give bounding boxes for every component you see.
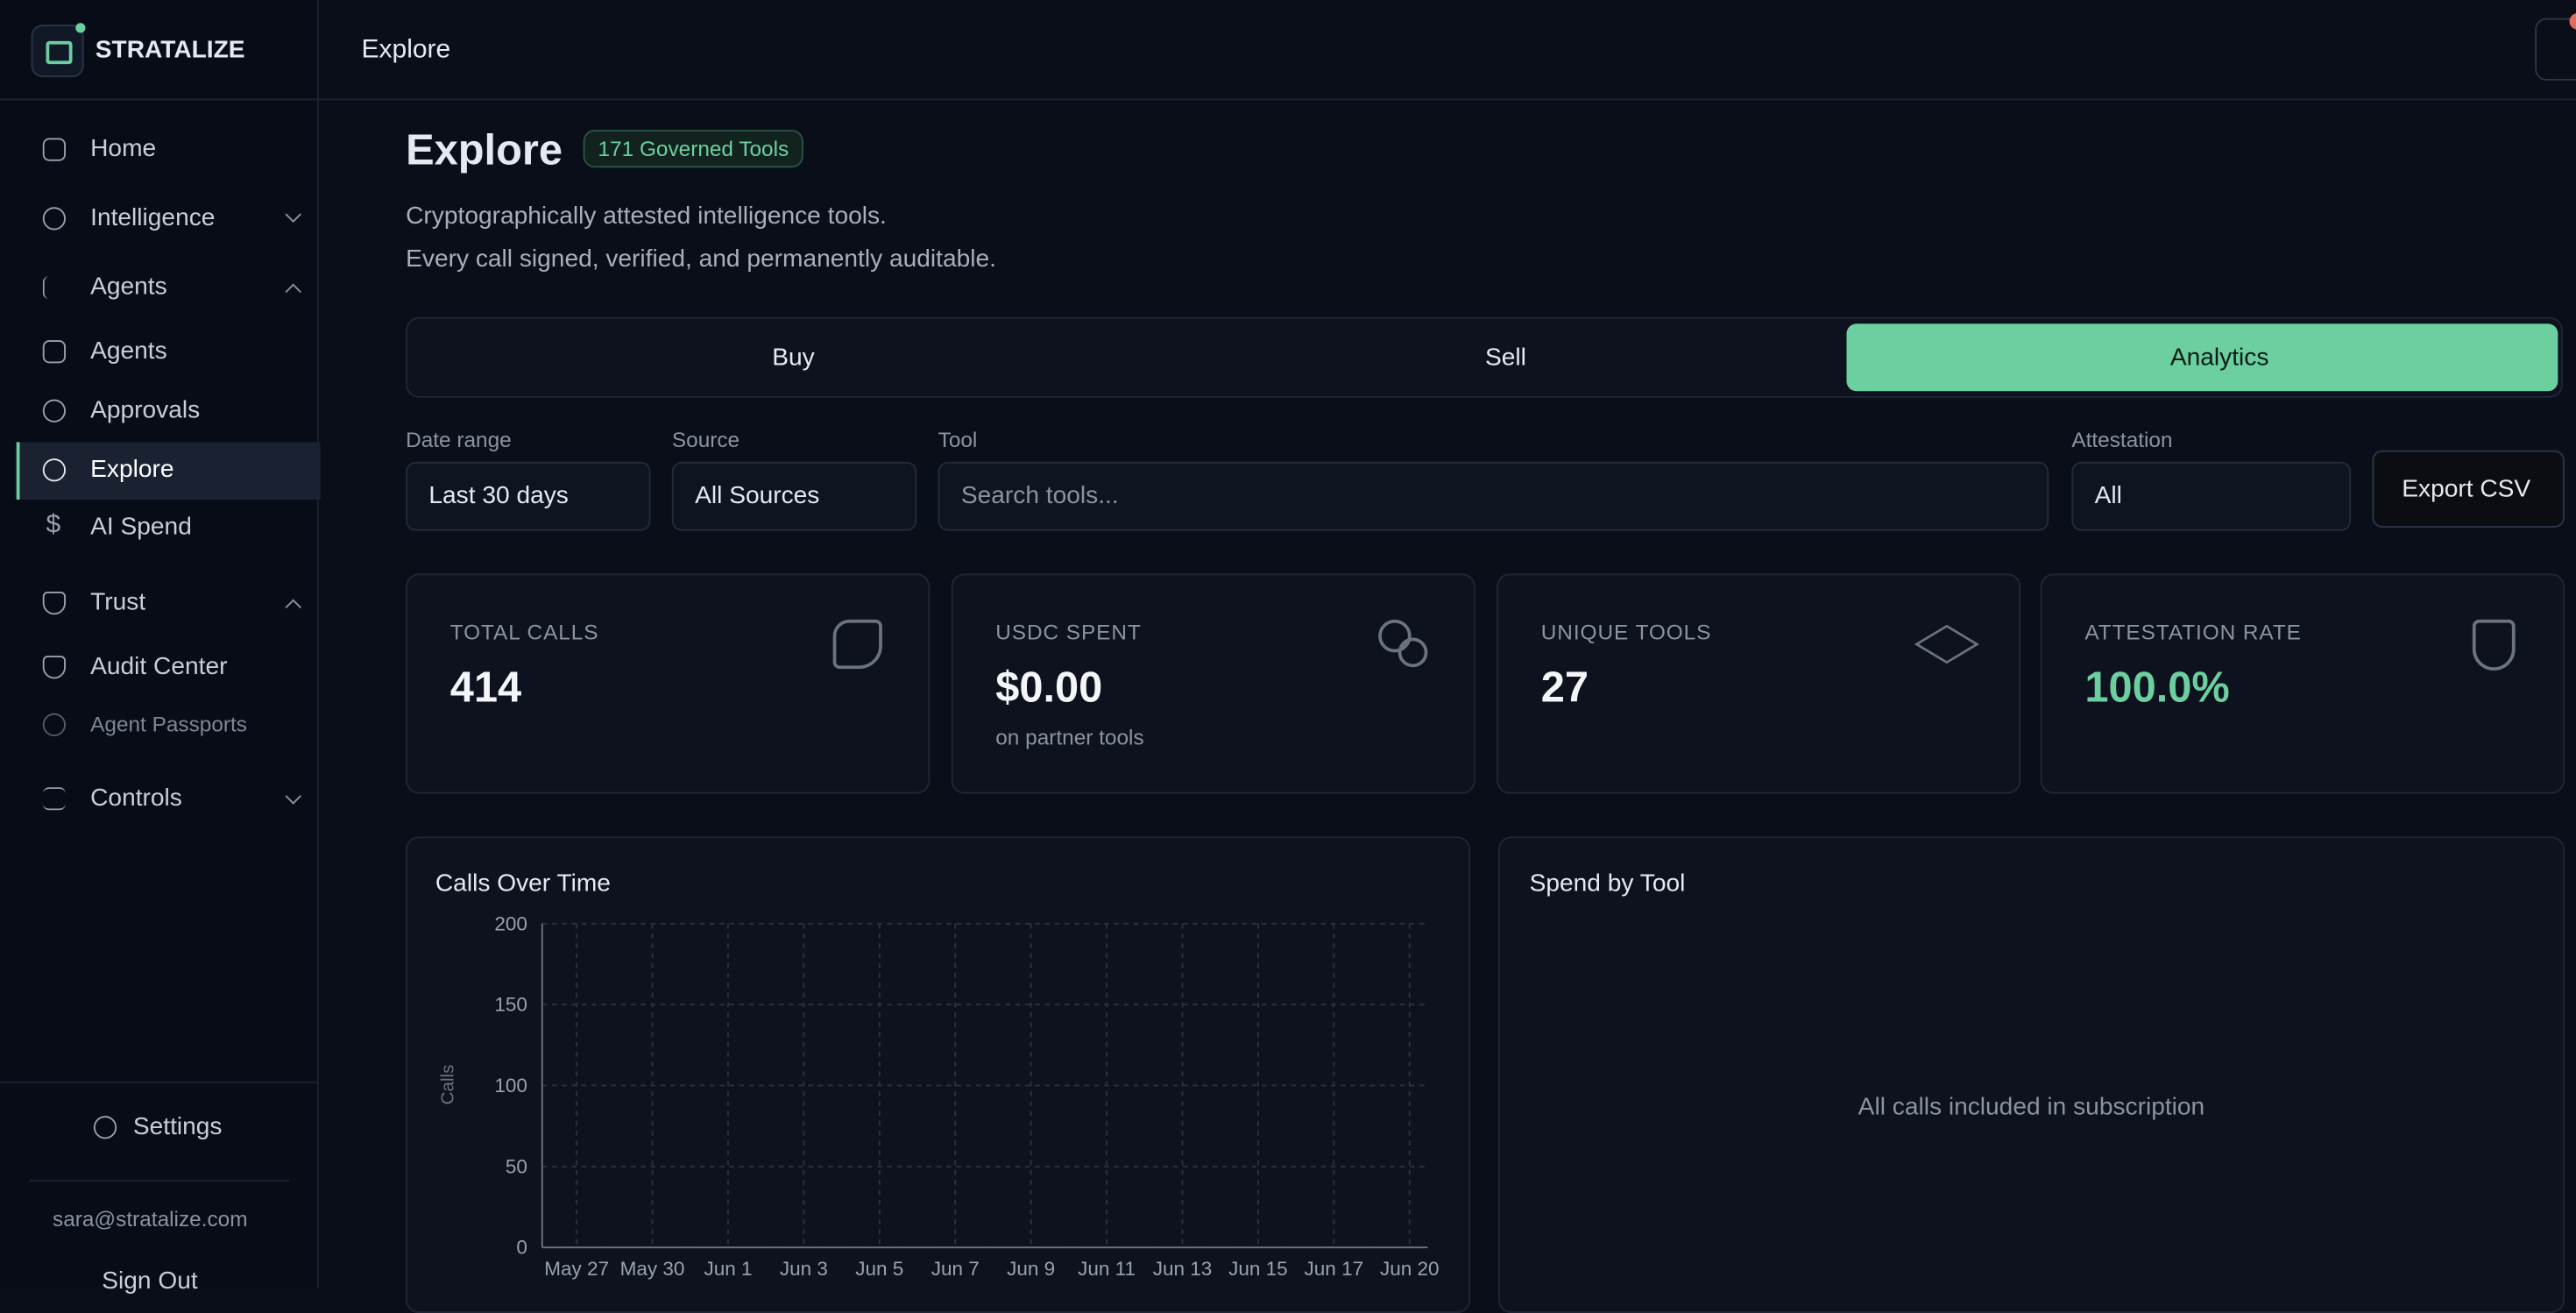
sidebar: STRATALIZE Home Intelligence Agents Agen…	[0, 0, 321, 1295]
chart-title: Calls Over Time	[435, 869, 611, 898]
x-tick-label: May 27	[544, 1258, 609, 1280]
chart-card	[1498, 836, 2565, 1313]
badge: 171 Governed Tools	[583, 130, 804, 168]
settings[interactable]: Settings	[132, 1112, 223, 1141]
empty-message: All calls included in subscription	[1858, 1092, 2205, 1121]
stat-value: 100.0%	[2084, 662, 2230, 712]
sign-out[interactable]: Sign Out	[102, 1267, 198, 1295]
stat-card	[1497, 573, 2021, 794]
nav-item[interactable]: Home	[90, 134, 157, 163]
filter-label: Attestation	[2071, 427, 2173, 452]
calls-chart: Calls 0 50 100 150 200 May 27 May 30 Jun 1 Jun 3…	[438, 912, 1440, 1280]
description: Every call signed, verified, and permane…	[406, 245, 996, 273]
x-tick-label: Jun 3	[780, 1258, 828, 1280]
description: Cryptographically attested intelligence …	[406, 202, 887, 231]
user-email: sara@stratalize.com	[53, 1206, 248, 1231]
chart-card	[406, 836, 1471, 1313]
tool-search[interactable]: Search tools...	[938, 461, 2049, 531]
stat-card	[406, 573, 931, 794]
x-tick-label: May 30	[620, 1258, 685, 1280]
y-tick-label: 150	[494, 994, 527, 1016]
stat-card	[2040, 573, 2565, 794]
nav-item[interactable]: AI Spend	[90, 513, 192, 541]
stat-label: UNIQUE TOOLS	[1540, 619, 1712, 644]
filter-label: Source	[671, 427, 740, 452]
x-tick-label: Jun 20	[1380, 1258, 1440, 1280]
stat-value: 27	[1540, 662, 1589, 712]
export-button[interactable]: Export CSV	[2372, 450, 2565, 528]
brand: STRATALIZE	[95, 36, 245, 65]
y-tick-label: 50	[506, 1155, 527, 1177]
x-tick-label: Jun 7	[931, 1258, 980, 1280]
filter-label: Tool	[938, 427, 978, 452]
x-tick-label: Jun 9	[1007, 1258, 1055, 1280]
filter-label: Date range	[406, 427, 512, 452]
stat-card	[951, 573, 1476, 794]
nav-item[interactable]: Intelligence	[90, 203, 216, 232]
x-tick-label: Jun 15	[1228, 1258, 1288, 1280]
stat-label: TOTAL CALLS	[449, 619, 599, 644]
y-tick-label: 200	[494, 912, 527, 934]
active-tab[interactable]	[1846, 323, 2558, 392]
stat-value: $0.00	[995, 662, 1103, 712]
y-axis-label: Calls	[438, 1065, 458, 1105]
x-tick-label: Jun 13	[1153, 1258, 1213, 1280]
y-tick-label: 0	[516, 1237, 527, 1259]
stat-note: on partner tools	[995, 724, 1144, 749]
nav-item[interactable]: Approvals	[90, 395, 201, 424]
nav-item[interactable]: Explore	[90, 455, 174, 484]
nav-item[interactable]: Audit Center	[90, 652, 228, 681]
nav-item[interactable]: Controls	[90, 784, 182, 813]
chart-title: Spend by Tool	[1529, 869, 1686, 898]
icon	[832, 619, 882, 670]
page-title: Explore	[406, 124, 563, 174]
nav-item[interactable]: Agents	[90, 273, 167, 302]
header-title: Explore	[361, 36, 451, 65]
active-nav	[16, 442, 321, 500]
stat-label: USDC SPENT	[995, 619, 1142, 644]
x-tick-label: Jun 11	[1078, 1258, 1136, 1280]
notifications[interactable]	[2535, 13, 2576, 81]
nav-item[interactable]: Agents	[90, 337, 167, 366]
nav-item[interactable]: Agent Passports	[90, 711, 247, 736]
x-tick-label: Jun 5	[855, 1258, 903, 1280]
y-tick-label: 100	[494, 1075, 527, 1097]
x-tick-label: Jun 17	[1305, 1258, 1364, 1280]
tab[interactable]: Buy	[772, 343, 815, 372]
logo	[31, 23, 86, 78]
tab[interactable]: Analytics	[2169, 343, 2269, 372]
date-select[interactable]: Last 30 days	[406, 461, 651, 531]
attestation-select[interactable]: All	[2071, 461, 2352, 531]
x-tick-label: Jun 1	[704, 1258, 752, 1280]
tab[interactable]: Sell	[1485, 343, 1526, 372]
source-select[interactable]: All Sources	[671, 461, 917, 531]
stat-value: 414	[449, 662, 522, 712]
stat-label: ATTESTATION RATE	[2084, 619, 2302, 644]
nav-item[interactable]: Trust	[90, 588, 146, 617]
